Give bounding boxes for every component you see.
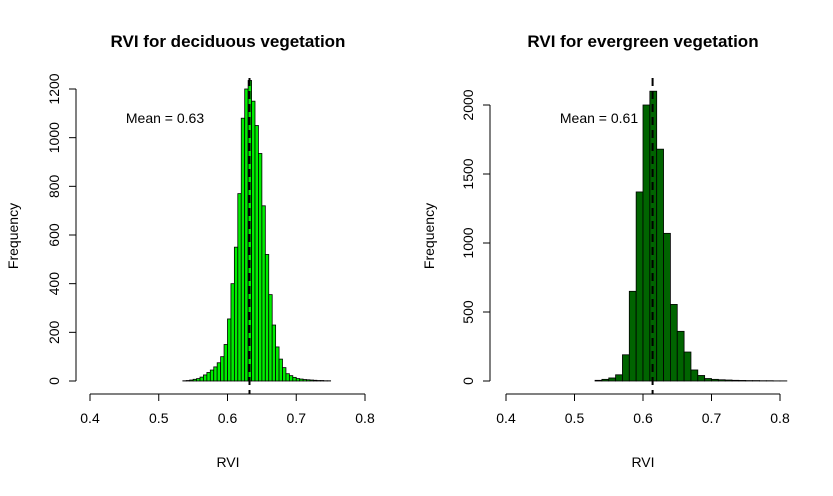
- histogram-bar: [725, 380, 732, 381]
- y-tick-label: 200: [46, 320, 62, 344]
- histogram-bar: [705, 379, 712, 381]
- histogram-bar: [265, 254, 268, 381]
- histogram-bar: [228, 319, 231, 381]
- x-axis-label: RVI: [631, 454, 654, 470]
- histogram-bar: [595, 380, 602, 381]
- histogram-bar: [712, 379, 719, 381]
- y-axis-label: Frequency: [5, 203, 21, 269]
- histogram-bar: [616, 375, 623, 381]
- histogram-bar: [245, 89, 248, 381]
- histogram-bar: [197, 379, 200, 381]
- histogram-bar: [200, 377, 203, 381]
- histogram-bar: [252, 101, 255, 381]
- histogram-bar: [234, 247, 237, 381]
- y-tick-label: 600: [46, 223, 62, 247]
- histogram-bar: [629, 291, 636, 381]
- histogram-bar: [303, 380, 306, 381]
- y-axis-label: Frequency: [421, 203, 437, 269]
- mean-annotation: Mean = 0.63: [126, 110, 204, 126]
- y-tick-label: 1500: [460, 158, 476, 189]
- histogram-bar: [609, 378, 616, 381]
- histogram-bar: [272, 325, 275, 381]
- histogram-bar: [602, 379, 609, 381]
- histogram-bar: [283, 368, 286, 381]
- evergreen-histogram-panel: RVI for evergreen vegetation RVI Frequen…: [421, 32, 790, 470]
- histogram-bar: [307, 380, 310, 381]
- histogram-bar: [221, 357, 224, 381]
- x-tick-label: 0.7: [702, 410, 722, 426]
- chart-title: RVI for evergreen vegetation: [527, 32, 758, 51]
- histogram-bar: [248, 80, 251, 381]
- histogram-bar: [214, 367, 217, 381]
- histogram-bar: [310, 380, 313, 381]
- histogram-bar: [279, 359, 282, 381]
- x-tick-label: 0.5: [149, 410, 169, 426]
- histogram-bar: [224, 345, 227, 382]
- histogram-bar: [210, 370, 213, 381]
- y-axis: 0 200 400 600 800 1000 1200: [46, 73, 76, 385]
- histogram-bar: [262, 206, 265, 381]
- histogram-bar: [269, 295, 272, 381]
- histogram-bar: [300, 379, 303, 381]
- histogram-bar: [255, 126, 258, 382]
- y-tick-label: 800: [46, 174, 62, 198]
- histogram-bar: [657, 149, 664, 381]
- y-tick-label: 1000: [460, 227, 476, 258]
- x-axis-label: RVI: [216, 454, 239, 470]
- y-tick-label: 0: [460, 377, 476, 385]
- histogram-bar: [664, 233, 671, 381]
- x-tick-label: 0.6: [218, 410, 238, 426]
- histogram-bar: [732, 380, 739, 381]
- histogram-bar: [670, 304, 677, 381]
- histogram-bar: [739, 380, 746, 381]
- histogram-bar: [190, 380, 193, 381]
- histogram-bar: [313, 380, 316, 381]
- histogram-bar: [296, 379, 299, 381]
- x-tick-label: 0.4: [496, 410, 516, 426]
- y-tick-label: 2000: [460, 89, 476, 120]
- histogram-bar: [289, 376, 292, 381]
- histogram-bar: [698, 375, 705, 381]
- histogram-bars: [595, 91, 787, 381]
- x-axis: 0.4 0.5 0.6 0.7 0.8: [80, 394, 375, 426]
- y-tick-label: 1200: [46, 73, 62, 104]
- histogram-bar: [258, 153, 261, 381]
- y-tick-label: 0: [46, 377, 62, 385]
- histogram-bar: [293, 377, 296, 381]
- x-tick-label: 0.5: [565, 410, 585, 426]
- histogram-bar: [241, 118, 244, 381]
- histogram-bar: [276, 347, 279, 381]
- deciduous-histogram-panel: RVI for deciduous vegetation RVI Frequen…: [5, 32, 375, 470]
- x-tick-label: 0.8: [355, 410, 375, 426]
- histogram-bar: [677, 331, 684, 381]
- y-tick-label: 1000: [46, 122, 62, 153]
- x-tick-label: 0.7: [287, 410, 307, 426]
- histogram-bar: [691, 370, 698, 381]
- histogram-bar: [217, 363, 220, 381]
- histogram-bar: [231, 284, 234, 381]
- histogram-bar: [207, 372, 210, 381]
- histogram-bar: [636, 192, 643, 381]
- chart-title: RVI for deciduous vegetation: [111, 32, 346, 51]
- histogram-bar: [684, 352, 691, 381]
- histogram-bar: [238, 194, 241, 381]
- x-tick-label: 0.6: [633, 410, 653, 426]
- x-tick-label: 0.4: [80, 410, 100, 426]
- histogram-bar: [718, 380, 725, 381]
- histogram-bars: [183, 80, 331, 381]
- histogram-bar: [622, 355, 629, 381]
- y-tick-label: 500: [460, 300, 476, 324]
- x-tick-label: 0.8: [770, 410, 790, 426]
- y-tick-label: 400: [46, 272, 62, 296]
- y-axis: 0 500 1000 1500 2000: [460, 89, 490, 385]
- histogram-bar: [643, 105, 650, 381]
- x-axis: 0.4 0.5 0.6 0.7 0.8: [496, 394, 790, 426]
- mean-annotation: Mean = 0.61: [560, 110, 638, 126]
- histogram-bar: [286, 374, 289, 381]
- histogram-bar: [203, 375, 206, 381]
- histogram-bar: [193, 379, 196, 381]
